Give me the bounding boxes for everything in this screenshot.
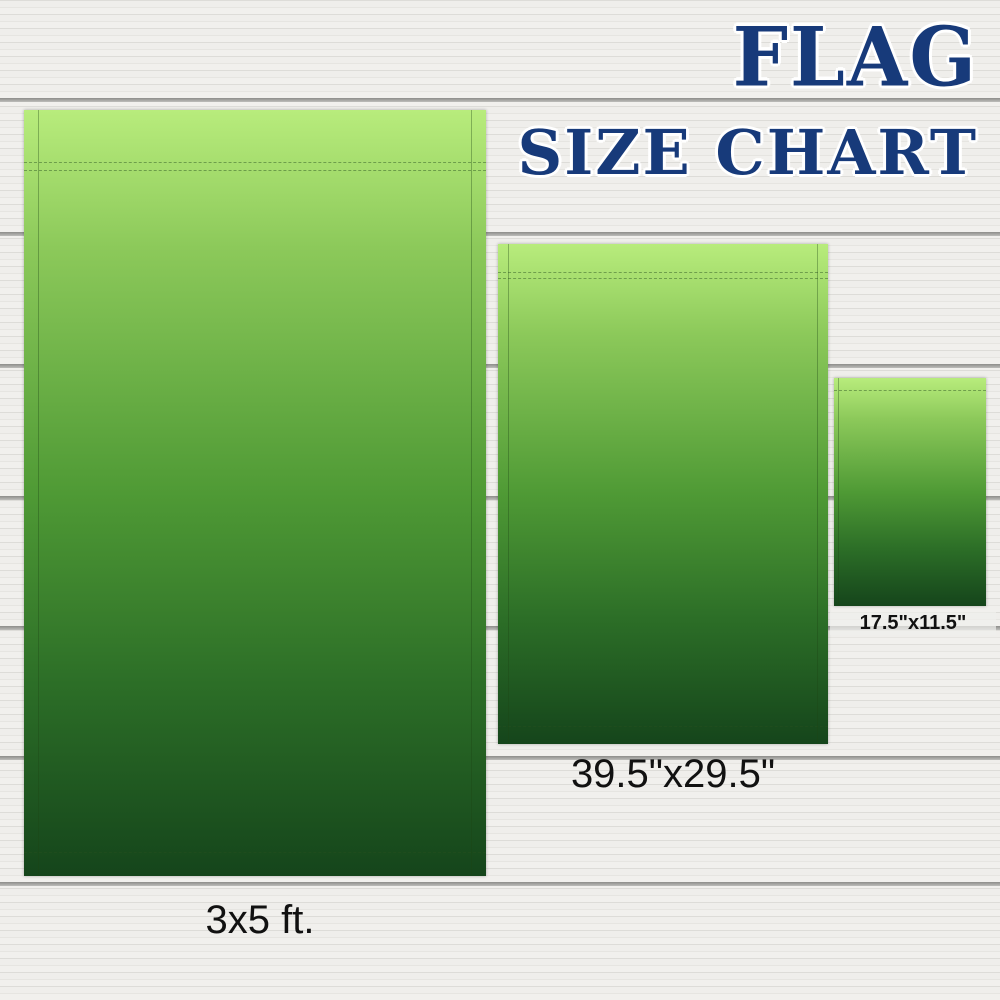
flag-small-size-label: 17.5"x11.5"	[830, 612, 996, 635]
plank-seam	[0, 98, 1000, 102]
plank	[0, 886, 1000, 1000]
title-line-1: FLAG	[732, 9, 978, 106]
flag-small	[834, 378, 986, 606]
plank-seam	[0, 882, 1000, 886]
plank-seam	[0, 232, 1000, 236]
title-line-2: SIZE CHART	[517, 116, 978, 189]
flag-medium	[498, 244, 828, 744]
flag-large-size-label: 3x5 ft.	[205, 898, 315, 942]
plank-seam	[0, 756, 1000, 760]
plank	[0, 0, 1000, 98]
flag-medium-size-label: 39.5"x29.5"	[570, 752, 776, 796]
flag-large	[24, 110, 486, 876]
